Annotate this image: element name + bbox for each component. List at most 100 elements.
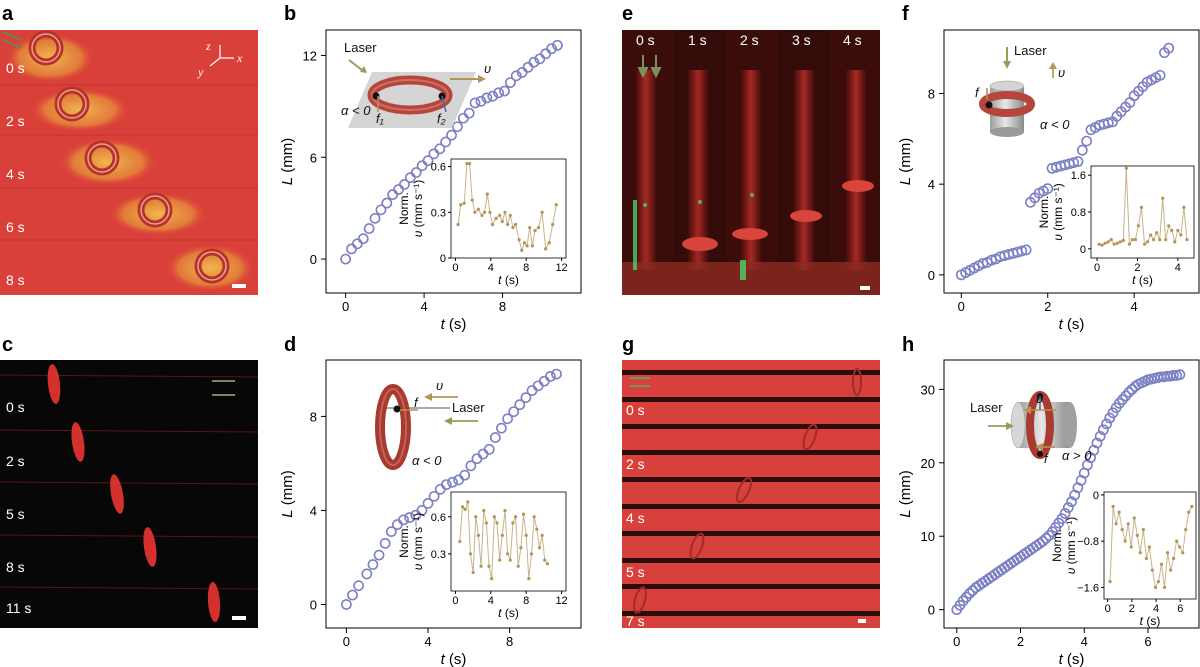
chart-b-inset-y-tick-label: 0.3 [431, 207, 446, 219]
chart-f-inset-point [1158, 238, 1162, 242]
chart-h-inset-x-tick-label: 0 [1105, 603, 1111, 615]
schematic-d-f: f [414, 395, 419, 410]
schematic-b-velocity: υ [484, 61, 491, 76]
chart-h-inset-y-label-top: Norm. [1050, 529, 1064, 562]
chart-d-inset-y-label-top: Norm. [397, 525, 411, 558]
panel-label-a: a [2, 3, 14, 25]
chart-d-data-point [379, 537, 391, 549]
chart-h-inset-point [1129, 545, 1133, 549]
chart-d-y-tick-label: 4 [310, 503, 317, 518]
chart-b-inset-x-tick-label: 0 [452, 262, 458, 274]
chart-b-data-point [540, 48, 552, 60]
schematic-h-velocity: υ [1036, 391, 1043, 406]
chart-f-inset-point [1106, 240, 1110, 244]
chart-f-x-axis-label: t (s) [1059, 316, 1085, 333]
chart-h-inset-y-tick-label: −0.8 [1077, 536, 1099, 548]
chart-b-data-point [387, 189, 399, 200]
chart-b-inset-point [494, 216, 498, 220]
chart-d-data-point [447, 476, 458, 488]
chart-d-data-point [538, 375, 550, 387]
time-label: 0 s [6, 60, 25, 76]
chart-b-data-point [416, 160, 428, 172]
chart-b-inset-point [500, 219, 504, 224]
chart-b-inset-point [554, 203, 558, 207]
chart-f-inset-point [1176, 228, 1180, 232]
chart-h-inset-point [1144, 556, 1148, 561]
schematic-d: υ f Laser α < 0 [375, 378, 485, 470]
chart-b-inset-point [536, 225, 541, 230]
chart-f-inset-point [1103, 241, 1107, 245]
chart-h-y-axis-label: L (mm) [897, 470, 914, 518]
chart-b-inset-point [528, 225, 532, 230]
chart-b-data-point [399, 179, 410, 190]
chart-b-data-point [475, 95, 487, 107]
chart-h-inset-point [1172, 556, 1176, 561]
chart-h-inset-point [1108, 580, 1112, 584]
chart-f-data-point [1068, 157, 1080, 169]
chart-b-x-tick-label: 4 [420, 299, 427, 314]
chart-d-y-tick-label: 0 [310, 597, 317, 612]
chart-h-inset-y-label-bottom: υ (mm s⁻¹) [1064, 517, 1078, 575]
chart-d-inset-point [503, 508, 507, 513]
chart-b-data-point [522, 61, 534, 73]
chart-d-data-point [471, 453, 483, 465]
chart-d-inset-point [535, 527, 539, 531]
chart-b-data-point [499, 85, 510, 97]
chart-f-inset-point [1139, 205, 1144, 209]
time-label: 11 s [6, 600, 31, 616]
chart-h-inset-point [1162, 585, 1167, 590]
chart-b-data-point [469, 97, 481, 109]
chart-b-inset-x-tick-label: 4 [488, 262, 494, 274]
chart-f-inset-x-tick-label: 4 [1175, 262, 1181, 274]
chart-h-data-point [967, 585, 979, 596]
chart-d-inset-point [468, 552, 473, 556]
chart-d-inset-point [540, 533, 544, 537]
chart-h-inset-point [1165, 551, 1170, 555]
chart-h-data-point [1091, 437, 1103, 449]
chart-h-x-tick-label: 2 [1017, 634, 1024, 649]
chart-b-inset-point [508, 213, 512, 217]
chart-f-data-point [1081, 135, 1093, 147]
chart-d-data-point [353, 580, 365, 592]
chart-b-inset-y-tick-label: 0.6 [431, 162, 446, 174]
chart-d-data-point [532, 380, 544, 392]
chart-d-inset-point [479, 564, 483, 568]
chart-b-inset-point [459, 203, 463, 207]
chart-b-inset-point [522, 241, 527, 245]
chart-f-data-point [1072, 156, 1084, 167]
panel-a-photo: z x y 0 s 2 s 4 s 6 s 8 s [0, 30, 258, 295]
chart-f-y-tick-label: 4 [928, 177, 935, 192]
chart-d-inset-point [519, 546, 523, 550]
chart-d-inset-point [490, 577, 494, 581]
chart-h-inset-point [1138, 551, 1142, 555]
chart-f-inset-point [1100, 243, 1104, 247]
time-label: 0 s [636, 32, 655, 48]
chart-f-inset-point [1173, 240, 1177, 244]
chart-h-inset-x-tick-label: 2 [1129, 603, 1135, 615]
chart-b-inset-point [544, 247, 548, 251]
chart-h-data-point [1034, 538, 1046, 549]
chart-d-data-point [398, 514, 409, 526]
chart-h-inset-line [1109, 506, 1193, 589]
chart-d-inset-point [498, 558, 502, 562]
chart-h-inset-point [1120, 527, 1124, 532]
chart-f-inset-y-label-top: Norm. [1037, 196, 1051, 229]
chart-b-data-point [351, 238, 363, 250]
chart-b-x-tick-label: 0 [342, 299, 349, 314]
chart-b-inset-point [473, 210, 477, 214]
chart-f-data-point [1163, 42, 1175, 54]
time-label: 2 s [740, 32, 759, 48]
panel-g-time-labels: 0 s 2 s 4 s 5 s 7 s [626, 402, 645, 629]
chart-d-inset-point [537, 546, 542, 550]
chart-f-y-tick-label: 0 [928, 268, 935, 283]
chart-f-inset-y-tick-label: 0.8 [1071, 207, 1086, 219]
chart-f-inset-point [1179, 233, 1183, 237]
chart-b-data-point [428, 148, 440, 160]
panel-label-f: f [902, 3, 909, 25]
chart-b: 0 4 8 0 6 12 t (s) L (mm) 0 4 8 12 0 0.3 0.6 t (s) Norm.… [279, 29, 582, 333]
chart-f-y-tick-label: 8 [928, 86, 935, 101]
chart-h-data-point [1059, 508, 1071, 519]
chart-d-inset-point [474, 515, 478, 519]
chart-d-data-point [385, 526, 397, 538]
